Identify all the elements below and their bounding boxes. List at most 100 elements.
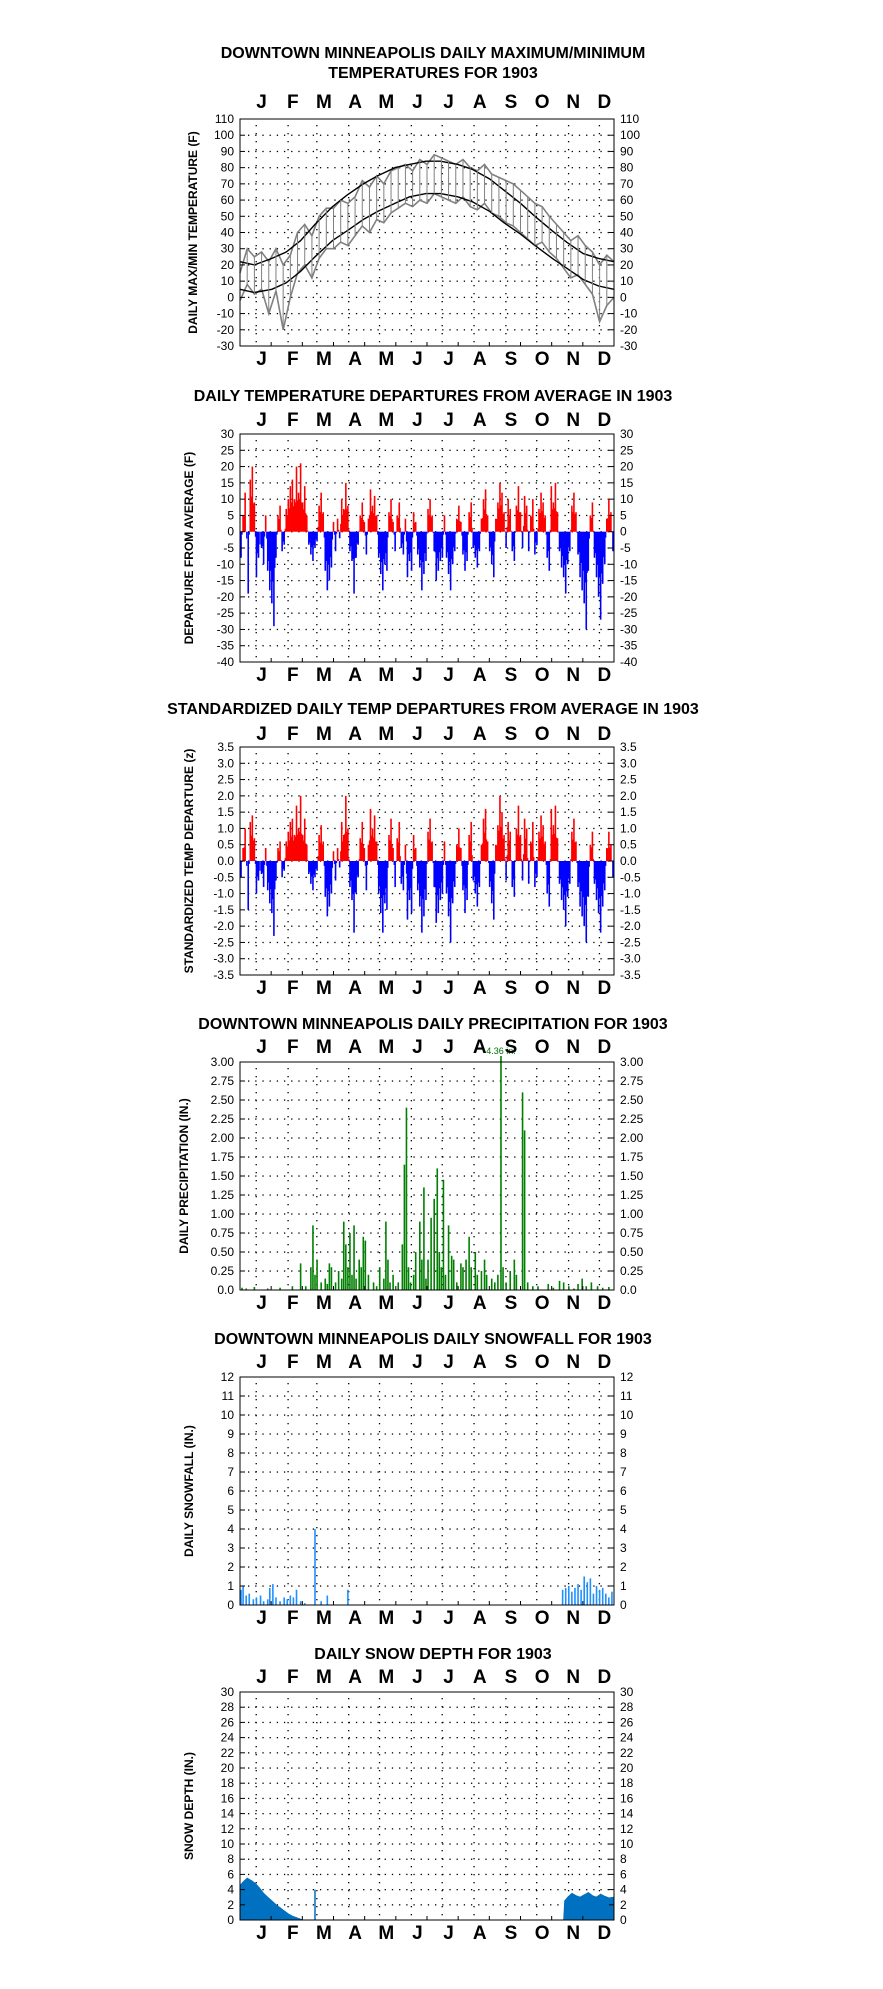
- grid-dot: [542, 1118, 545, 1120]
- grid-dot: [283, 199, 286, 201]
- grid-dot: [463, 628, 466, 631]
- grid-dot: [564, 1080, 566, 1082]
- grid-dot: [473, 945, 475, 947]
- y-tick-label-right: 2.0: [620, 789, 637, 803]
- grid-dot: [567, 953, 570, 955]
- grid-dot: [593, 1194, 595, 1196]
- grid-dot: [287, 1236, 289, 1238]
- grid-dot: [463, 264, 466, 266]
- grid-dot: [348, 1137, 350, 1139]
- grid-dot: [255, 909, 257, 911]
- grid-dot: [542, 563, 545, 565]
- grid-dot: [413, 1080, 415, 1082]
- grid-dot: [567, 801, 570, 803]
- grid-dot: [470, 795, 473, 797]
- grid-dot: [473, 448, 475, 450]
- grid-dot: [305, 167, 307, 169]
- grid-dot: [399, 860, 401, 862]
- grid-dot: [255, 1228, 257, 1230]
- grid-dot: [528, 1270, 530, 1272]
- grid-dot: [334, 449, 336, 451]
- grid-dot: [355, 925, 358, 927]
- grid-dot: [449, 167, 451, 169]
- grid-dot: [567, 1148, 570, 1150]
- grid-dot: [505, 905, 507, 907]
- grid-dot: [485, 231, 487, 234]
- grid-dot: [378, 1244, 381, 1246]
- grid-dot: [463, 1213, 466, 1215]
- grid-dot: [567, 841, 570, 843]
- grid-dot: [316, 1108, 318, 1110]
- grid-dot: [441, 568, 443, 570]
- grid-dot: [456, 465, 458, 468]
- grid-dot: [600, 1118, 602, 1120]
- grid-dot: [378, 1100, 381, 1102]
- grid-dot: [564, 844, 566, 846]
- grid-dot: [514, 1118, 516, 1120]
- grid-dot: [505, 913, 507, 915]
- grid-dot: [492, 1232, 494, 1234]
- grid-dot: [363, 199, 365, 201]
- grid-dot: [255, 809, 257, 811]
- grid-dot: [478, 231, 480, 234]
- grid-dot: [348, 167, 350, 169]
- grid-dot: [598, 1148, 601, 1150]
- grid-dot: [276, 795, 279, 797]
- grid-dot: [536, 141, 538, 143]
- grid-dot: [269, 596, 271, 598]
- grid-dot: [473, 221, 475, 223]
- grid-dot: [413, 1251, 415, 1253]
- grid-dot: [348, 528, 350, 530]
- y-tick-label-left: -25: [217, 606, 235, 620]
- grid-dot: [473, 1268, 475, 1270]
- grid-dot: [586, 167, 588, 169]
- grid-dot: [473, 341, 475, 343]
- grid-dot: [463, 231, 466, 234]
- grid-dot: [571, 811, 573, 813]
- grid-dot: [377, 1213, 379, 1215]
- grid-dot: [506, 628, 509, 631]
- month-label-top: S: [505, 92, 518, 113]
- grid-dot: [316, 1068, 318, 1070]
- grid-dot: [420, 1118, 422, 1120]
- grid-dot: [406, 1099, 408, 1101]
- grid-dot: [607, 312, 609, 315]
- grid-dot: [298, 811, 300, 813]
- grid-dot: [248, 514, 250, 517]
- grid-dot: [370, 860, 372, 862]
- grid-dot: [598, 237, 601, 239]
- grid-dot: [492, 827, 494, 830]
- grid-dot: [449, 134, 451, 136]
- grid-dot: [384, 628, 386, 631]
- grid-dot: [441, 1260, 443, 1262]
- grid-dot: [521, 547, 523, 549]
- grid-dot: [283, 248, 286, 250]
- grid-dot: [499, 215, 502, 217]
- grid-dot: [298, 628, 300, 631]
- grid-dot: [319, 547, 322, 549]
- grid-dot: [607, 811, 609, 813]
- grid-dot: [542, 909, 545, 911]
- grid-dot: [463, 1137, 466, 1139]
- y-tick-label-left: -1.5: [213, 903, 234, 917]
- grid-dot: [492, 150, 494, 153]
- grid-dot: [370, 531, 372, 533]
- grid-dot: [327, 199, 329, 201]
- grid-dot: [312, 280, 315, 282]
- grid-dot: [427, 1251, 430, 1253]
- grid-dot: [514, 811, 516, 813]
- grid-dot: [269, 215, 271, 217]
- grid-dot: [564, 1137, 566, 1139]
- grid-dot: [319, 248, 322, 250]
- grid-dot: [536, 301, 538, 303]
- grid-dot: [262, 941, 264, 944]
- grid-dot: [506, 465, 509, 468]
- grid-dot: [391, 134, 394, 136]
- grid-dot: [399, 329, 401, 331]
- grid-dot: [327, 958, 329, 960]
- grid-dot: [473, 253, 475, 255]
- grid-dot: [410, 189, 413, 191]
- grid-dot: [492, 795, 494, 797]
- grid-dot: [586, 264, 588, 266]
- grid-dot: [348, 464, 350, 466]
